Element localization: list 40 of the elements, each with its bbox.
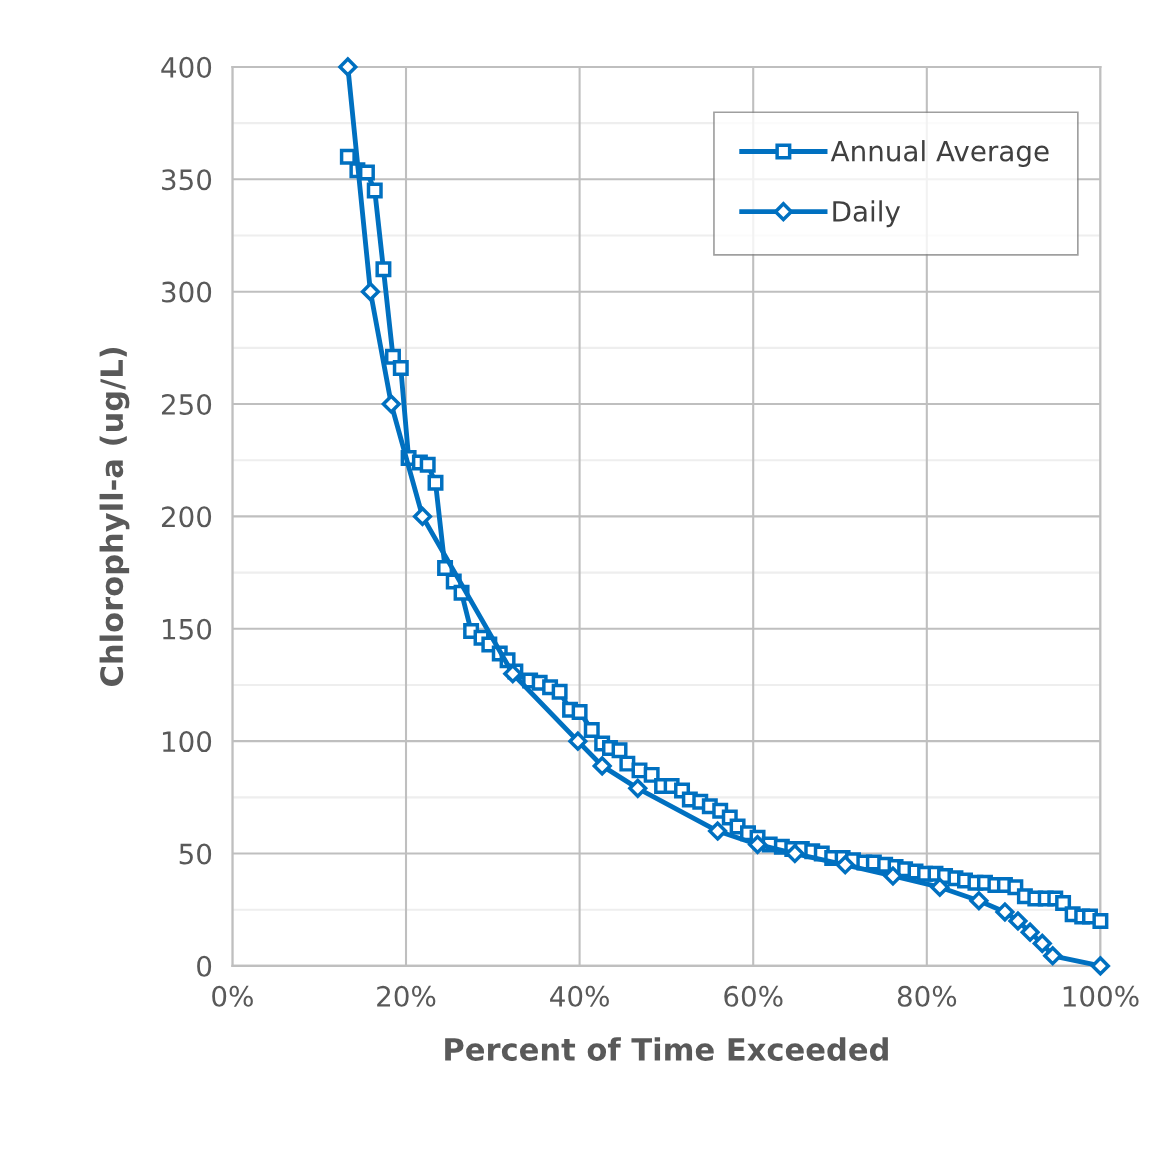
- y-tick-label: 350: [162, 169, 212, 191]
- point: [1020, 922, 1040, 942]
- point: [1090, 956, 1111, 976]
- x-tick-label: 20%: [377, 985, 436, 1007]
- y-tick-label: 100: [162, 731, 212, 753]
- x-tick-label: 80%: [897, 985, 957, 1007]
- point: [1008, 911, 1028, 931]
- point: [995, 902, 1015, 922]
- point: [592, 756, 612, 776]
- point: [568, 731, 588, 751]
- y-tick-label: 50: [179, 843, 212, 865]
- legend-label: Annual Average: [830, 140, 1049, 167]
- point: [1043, 946, 1063, 966]
- point: [1032, 933, 1052, 954]
- point: [835, 855, 855, 875]
- x-tick-label: 60%: [724, 985, 783, 1007]
- point: [338, 57, 358, 77]
- x-tick-label: 40%: [550, 985, 609, 1007]
- point: [785, 843, 805, 864]
- y-axis-title: Chlorophyll-a (ug/L): [99, 347, 130, 687]
- point: [930, 877, 950, 897]
- x-tick-label: 0%: [212, 985, 253, 1007]
- point: [360, 282, 381, 302]
- x-axis-title: Percent of Time Exceeded: [445, 1037, 888, 1061]
- y-tick-label: 150: [162, 618, 212, 640]
- point: [381, 394, 401, 414]
- point: [503, 664, 523, 684]
- point: [747, 834, 768, 855]
- y-tick-label: 400: [161, 56, 212, 78]
- point: [412, 506, 433, 527]
- y-tick-label: 0: [197, 955, 212, 977]
- point: [708, 821, 728, 841]
- point: [883, 866, 903, 886]
- point: [628, 778, 648, 798]
- y-tick-label: 200: [161, 506, 212, 528]
- y-tick-label: 250: [161, 393, 212, 415]
- y-tick-label: 300: [162, 281, 212, 303]
- legend-label: Daily: [833, 200, 901, 228]
- point: [969, 891, 989, 911]
- x-tick-label: 100%: [1063, 985, 1139, 1007]
